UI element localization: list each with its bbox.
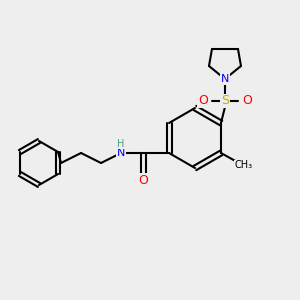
Text: S: S	[221, 94, 229, 107]
Text: O: O	[198, 94, 208, 107]
Text: CH₃: CH₃	[235, 160, 253, 170]
Text: N: N	[117, 148, 125, 158]
Text: N: N	[221, 74, 229, 84]
Text: O: O	[138, 173, 148, 187]
Text: O: O	[242, 94, 252, 107]
Text: H: H	[117, 139, 125, 149]
